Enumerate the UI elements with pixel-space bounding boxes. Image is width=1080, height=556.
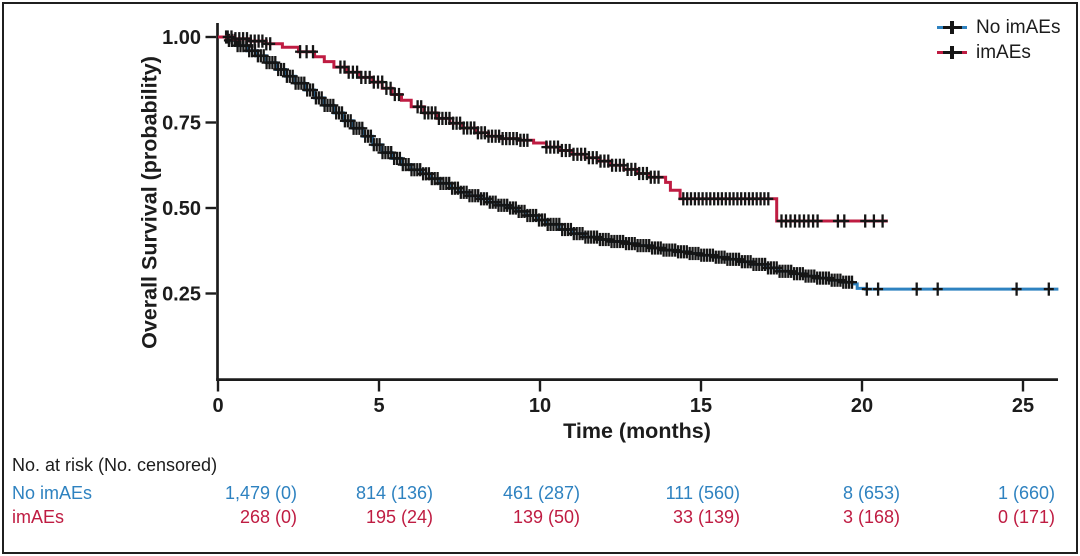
risk-cell: 268 (0) <box>239 507 297 527</box>
legend-label: No imAEs <box>976 16 1061 38</box>
risk-cell: 111 (560) <box>665 483 740 503</box>
risk-row-label: No imAEs <box>12 483 93 503</box>
risk-cell: 33 (139) <box>672 507 740 527</box>
risk-cell: 1 (660) <box>997 483 1055 503</box>
legend-item-imaes: imAEs <box>937 41 1060 64</box>
risk-cell: 461 (287) <box>502 483 580 503</box>
risk-table-header: No. at risk (No. censored) <box>12 455 218 475</box>
risk-cell: 195 (24) <box>365 507 433 527</box>
y-axis-title: Overall Survival (probability) <box>137 56 162 349</box>
risk-cell: 3 (168) <box>842 507 900 527</box>
x-tick-label: 25 <box>1012 395 1034 417</box>
risk-row-imaes: imAEs 268 (0) 195 (24) 139 (50) 33 (139) 3 (1… <box>0 507 1080 529</box>
risk-row-label: imAEs <box>12 507 65 527</box>
censor-marks-imaes <box>222 30 888 228</box>
y-tick-label: 0.75 <box>162 113 201 135</box>
y-tick-label: 1.00 <box>162 27 201 49</box>
legend-label: imAEs <box>976 41 1031 63</box>
legend-item-no-imaes: No imAEs <box>937 16 1060 39</box>
risk-row-no-imaes: No imAEs 1,479 (0) 814 (136) 461 (287) 111 (… <box>0 483 1080 505</box>
x-tick-label: 10 <box>529 395 551 417</box>
x-tick-label: 5 <box>373 395 384 417</box>
x-tick-label: 0 <box>212 395 223 417</box>
x-tick-label: 20 <box>851 395 873 417</box>
legend-marker-icon <box>937 43 967 63</box>
x-axis-title: Time (months) <box>563 419 711 443</box>
risk-cell: 0 (171) <box>997 507 1055 527</box>
risk-cell: 1,479 (0) <box>224 483 297 503</box>
censor-marks-no-imaes <box>221 30 1054 296</box>
y-tick-label: 0.25 <box>162 284 201 306</box>
risk-cell: 8 (653) <box>842 483 900 503</box>
risk-cell: 139 (50) <box>512 507 580 527</box>
risk-cell: 814 (136) <box>355 483 433 503</box>
x-tick-label: 15 <box>690 395 712 417</box>
legend-marker-icon <box>937 18 967 38</box>
y-tick-label: 0.50 <box>162 198 201 220</box>
legend: No imAEs imAEs <box>937 16 1060 66</box>
km-curve-imaes <box>218 35 888 223</box>
